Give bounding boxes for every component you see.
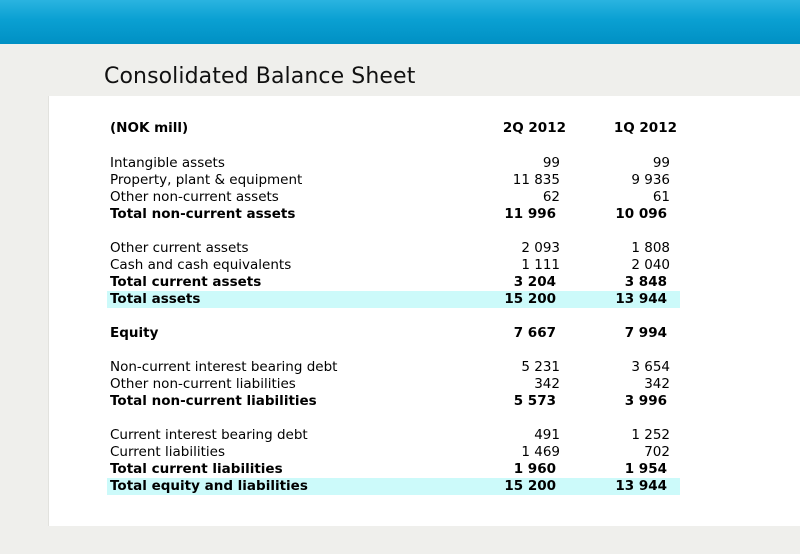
table-row-grand-total: Total assets 15 200 13 944 (107, 291, 680, 308)
table-row: Other current assets 2 093 1 808 (107, 240, 680, 257)
value-2q: 5 573 (513, 393, 556, 409)
table-row-equity: Equity 7 667 7 994 (107, 325, 680, 342)
value-2q: 5 231 (521, 359, 560, 375)
value-2q: 1 469 (521, 444, 560, 460)
value-1q: 1 954 (624, 461, 667, 477)
column-header-1q-2012: 1Q 2012 (613, 120, 677, 136)
row-label: Total current assets (110, 274, 262, 290)
value-2q: 1 111 (521, 257, 560, 273)
left-margin-strip (0, 96, 49, 554)
value-2q: 7 667 (513, 325, 556, 341)
units-label: (NOK mill) (110, 120, 189, 136)
row-label: Non-current interest bearing debt (110, 359, 338, 375)
value-2q: 11 835 (512, 172, 560, 188)
table-header-row: (NOK mill) 2Q 2012 1Q 2012 (107, 120, 680, 138)
row-label: Cash and cash equivalents (110, 257, 292, 273)
table-row-total: Total current assets 3 204 3 848 (107, 274, 680, 291)
balance-sheet-table: (NOK mill) 2Q 2012 1Q 2012 Intangible as… (107, 120, 680, 495)
value-1q: 1 808 (631, 240, 670, 256)
table-row: Intangible assets 99 99 (107, 155, 680, 172)
row-label: Current interest bearing debt (110, 427, 308, 443)
column-header-2q-2012: 2Q 2012 (502, 120, 566, 136)
value-1q: 3 996 (624, 393, 667, 409)
value-2q: 62 (542, 189, 560, 205)
table-row: Non-current interest bearing debt 5 231 … (107, 359, 680, 376)
row-label: Other current assets (110, 240, 249, 256)
table-row: Current interest bearing debt 491 1 252 (107, 427, 680, 444)
table-row: Cash and cash equivalents 1 111 2 040 (107, 257, 680, 274)
value-2q: 2 093 (521, 240, 560, 256)
value-1q: 2 040 (631, 257, 670, 273)
value-1q: 10 096 (615, 206, 667, 222)
spacer (107, 342, 680, 359)
value-2q: 99 (542, 155, 560, 171)
value-2q: 491 (534, 427, 560, 443)
value-1q: 1 252 (631, 427, 670, 443)
value-2q: 3 204 (513, 274, 556, 290)
top-banner (0, 0, 800, 44)
value-2q: 15 200 (504, 478, 556, 494)
value-2q: 342 (534, 376, 560, 392)
value-2q: 11 996 (504, 206, 556, 222)
value-1q: 99 (652, 155, 670, 171)
table-row: Property, plant & equipment 11 835 9 936 (107, 172, 680, 189)
value-1q: 13 944 (615, 478, 667, 494)
row-label: Other non-current assets (110, 189, 279, 205)
table-row: Other non-current assets 62 61 (107, 189, 680, 206)
value-1q: 7 994 (624, 325, 667, 341)
page-title: Consolidated Balance Sheet (104, 64, 416, 89)
value-1q: 9 936 (631, 172, 670, 188)
row-label: Other non-current liabilities (110, 376, 296, 392)
value-1q: 342 (644, 376, 670, 392)
title-band (0, 44, 800, 96)
row-label: Total current liabilities (110, 461, 283, 477)
spacer (107, 138, 680, 155)
row-label: Intangible assets (110, 155, 225, 171)
table-row-total: Total non-current liabilities 5 573 3 99… (107, 393, 680, 410)
spacer (107, 223, 680, 240)
table-row: Other non-current liabilities 342 342 (107, 376, 680, 393)
table-row: Current liabilities 1 469 702 (107, 444, 680, 461)
table-row-total: Total current liabilities 1 960 1 954 (107, 461, 680, 478)
row-label: Equity (110, 325, 159, 341)
value-2q: 15 200 (504, 291, 556, 307)
value-1q: 3 654 (631, 359, 670, 375)
row-label: Total non-current assets (110, 206, 296, 222)
bottom-band (0, 526, 800, 554)
value-1q: 13 944 (615, 291, 667, 307)
table-row-total: Total non-current assets 11 996 10 096 (107, 206, 680, 223)
row-label: Total non-current liabilities (110, 393, 317, 409)
spacer (107, 410, 680, 427)
row-label: Current liabilities (110, 444, 225, 460)
value-1q: 3 848 (624, 274, 667, 290)
value-1q: 702 (644, 444, 670, 460)
table-row-grand-total: Total equity and liabilities 15 200 13 9… (107, 478, 680, 495)
value-2q: 1 960 (513, 461, 556, 477)
row-label: Property, plant & equipment (110, 172, 303, 188)
row-label: Total assets (110, 291, 201, 307)
value-1q: 61 (652, 189, 670, 205)
row-label: Total equity and liabilities (110, 478, 308, 494)
spacer (107, 308, 680, 325)
